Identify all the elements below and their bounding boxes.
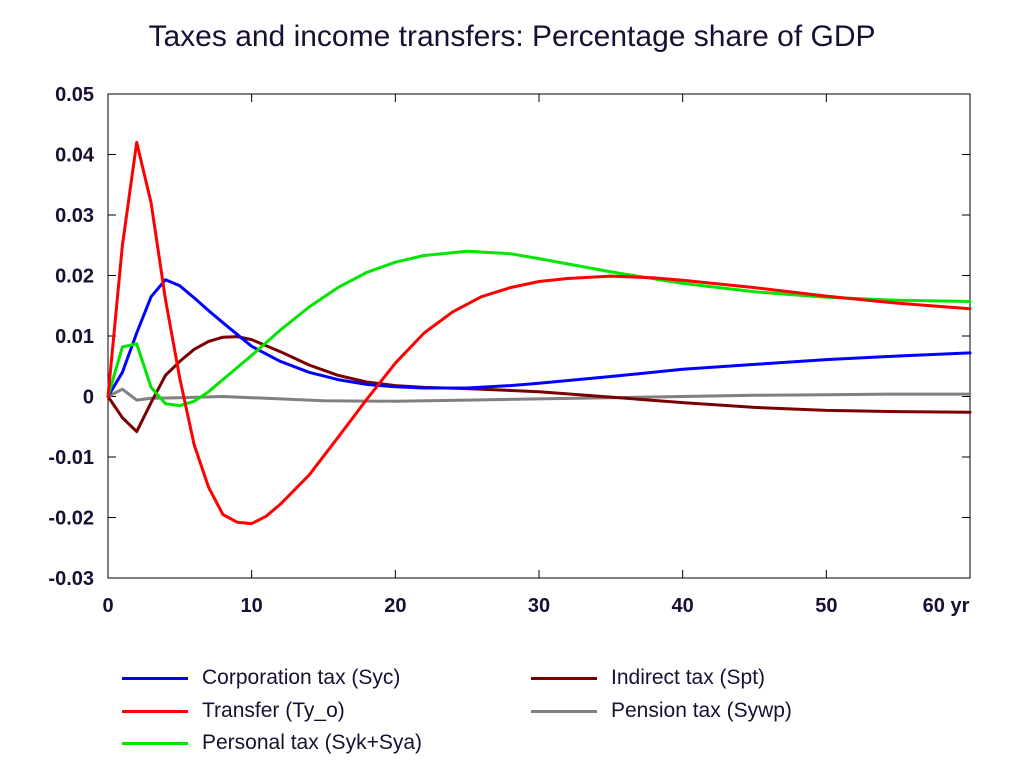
series-line-pension-tax-sywp xyxy=(106,387,972,403)
y-tick-label: 0.01 xyxy=(55,326,94,348)
y-tick-label: 0 xyxy=(83,387,94,409)
series-line-transfer-ty-o xyxy=(106,140,972,526)
y-tick-label: -0.02 xyxy=(48,508,94,530)
chart-title: Taxes and income transfers: Percentage s… xyxy=(148,20,876,53)
series-line-personal-tax-syk-sya xyxy=(106,249,972,408)
x-tick-label: 0 xyxy=(102,595,113,617)
tick-labels: -0.03 -0.02 -0.01 0 0.01 0.02 0.03 0.04 0.05 0 10 2… xyxy=(48,84,969,617)
series-line-indirect-tax-spt xyxy=(106,335,972,434)
x-tick-label: 50 xyxy=(815,595,837,617)
y-tick-label: 0.02 xyxy=(55,266,94,288)
y-tick-label: -0.03 xyxy=(48,568,94,590)
series-line-corporation-tax-syc xyxy=(106,278,972,398)
x-tick-label: 60 yr xyxy=(923,595,970,617)
x-tick-label: 40 xyxy=(672,595,694,617)
y-tick-label: 0.05 xyxy=(55,84,94,106)
y-tick-label: -0.01 xyxy=(48,447,94,469)
x-tick-label: 20 xyxy=(384,595,406,617)
y-tick-label: 0.03 xyxy=(55,205,94,227)
x-tick-label: 30 xyxy=(528,595,550,617)
x-tick-label: 10 xyxy=(241,595,263,617)
series-layer xyxy=(106,140,972,526)
axes xyxy=(107,93,971,579)
y-tick-label: 0.04 xyxy=(55,145,95,167)
